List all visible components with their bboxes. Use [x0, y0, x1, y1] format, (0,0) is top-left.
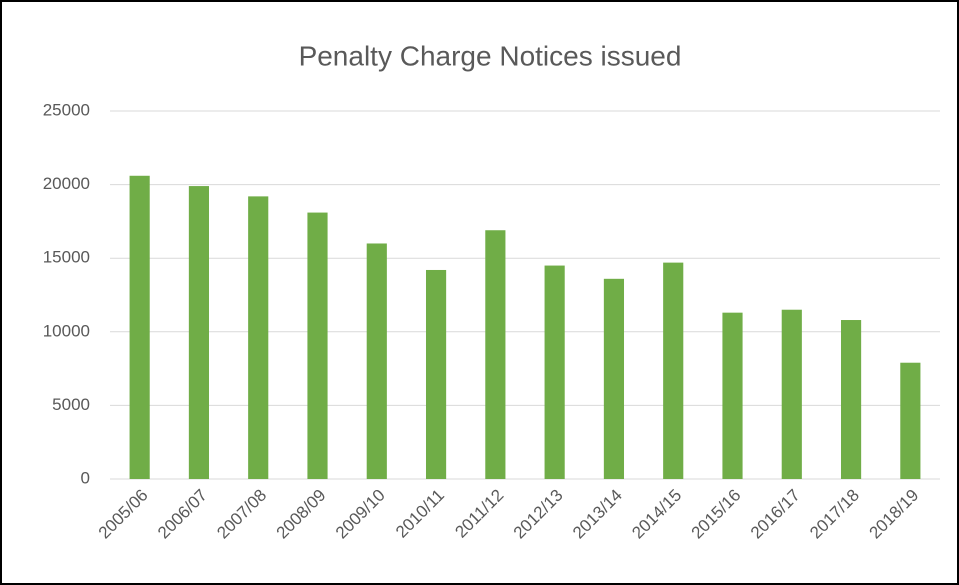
- y-tick-label: 20000: [43, 174, 90, 193]
- bar: [129, 175, 150, 479]
- bar: [781, 309, 802, 479]
- bar: [307, 212, 328, 479]
- bar: [544, 265, 565, 479]
- bar: [603, 278, 625, 479]
- y-tick-label: 0: [81, 468, 90, 487]
- y-tick-label: 25000: [43, 100, 90, 119]
- bar: [366, 243, 387, 479]
- bar: [188, 186, 210, 479]
- bar: [485, 230, 506, 479]
- bar: [840, 320, 862, 479]
- bar: [900, 362, 921, 479]
- bar: [722, 312, 743, 479]
- bar: [425, 269, 447, 479]
- y-tick-label: 5000: [52, 395, 90, 414]
- y-tick-label: 15000: [43, 248, 90, 267]
- y-tick-label: 10000: [43, 321, 90, 340]
- chart-title: Penalty Charge Notices issued: [299, 40, 682, 71]
- bar: [663, 262, 684, 479]
- bar: [248, 196, 269, 479]
